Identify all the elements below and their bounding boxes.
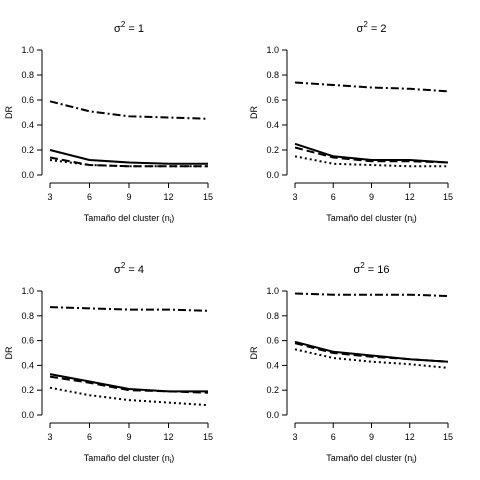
y-tick-label: 0.2 xyxy=(266,145,279,155)
x-tick-label: 15 xyxy=(203,192,213,202)
y-tick-label: 1.0 xyxy=(21,286,34,296)
y-tick-label: 0.8 xyxy=(21,311,34,321)
y-tick-label: 0.2 xyxy=(21,385,34,395)
x-tick-label: 15 xyxy=(203,432,213,442)
y-tick-label: 1.0 xyxy=(266,45,279,55)
x-tick-label: 15 xyxy=(443,192,453,202)
x-tick-label: 9 xyxy=(126,192,131,202)
panel-title: σ2 = 2 xyxy=(357,20,387,35)
series-line-dotted xyxy=(294,348,449,369)
x-tick-label: 6 xyxy=(331,432,336,442)
chart-panel-1: σ2 = 1 0.0 0.2 0.4 0.6 0.8 1.0 3 6 9 12 15 DR Tamaño … xyxy=(4,20,213,225)
series-line-dotdash xyxy=(49,306,209,312)
x-tick-label: 9 xyxy=(369,432,374,442)
series-line-solid xyxy=(49,149,208,165)
x-tick-label: 6 xyxy=(331,192,336,202)
x-tick-label: 3 xyxy=(292,432,297,442)
series-line-dashed xyxy=(49,375,209,394)
x-tick-label: 3 xyxy=(47,432,52,442)
series-line-dashed xyxy=(294,342,449,363)
y-tick-label: 0.8 xyxy=(266,70,279,80)
y-axis-label: DR xyxy=(249,106,259,119)
series-line-dotted xyxy=(294,155,448,168)
x-tick-label: 12 xyxy=(405,192,415,202)
y-tick-label: 0.2 xyxy=(266,385,279,395)
x-tick-label: 6 xyxy=(87,192,92,202)
x-axis-label: Tamaño del cluster (ni) xyxy=(326,213,417,225)
series-line-dotdash xyxy=(49,100,209,120)
x-tick-label: 9 xyxy=(126,432,131,442)
y-tick-label: 1.0 xyxy=(21,45,34,55)
y-tick-label: 1.0 xyxy=(266,286,279,296)
y-tick-label: 0.4 xyxy=(266,120,279,130)
chart-panel-3: σ2 = 4 0.0 0.2 0.4 0.6 0.8 1.0 3 6 9 12 15 DR Tamaño … xyxy=(4,261,213,465)
y-tick-label: 0.6 xyxy=(21,336,34,346)
series-line-solid xyxy=(294,142,449,164)
y-tick-label: 0.6 xyxy=(266,95,279,105)
x-tick-label: 15 xyxy=(443,432,453,442)
x-axis-label: Tamaño del cluster (ni) xyxy=(84,213,175,225)
series-line-dotted xyxy=(49,159,208,168)
y-tick-label: 0.0 xyxy=(21,170,34,180)
y-axis-label: DR xyxy=(4,106,14,119)
y-tick-label: 0.8 xyxy=(266,311,279,321)
x-axis-label: Tamaño del cluster (ni) xyxy=(84,453,175,465)
y-tick-label: 0.6 xyxy=(266,336,279,346)
y-tick-label: 0.6 xyxy=(21,95,34,105)
x-tick-label: 6 xyxy=(87,432,92,442)
y-tick-label: 0.4 xyxy=(21,360,34,370)
x-tick-label: 3 xyxy=(47,192,52,202)
y-tick-label: 0.0 xyxy=(21,410,34,420)
x-tick-label: 3 xyxy=(292,192,297,202)
series-line-dotted xyxy=(49,386,209,407)
series-line-solid xyxy=(294,340,449,363)
y-axis-label: DR xyxy=(4,346,14,359)
x-tick-label: 12 xyxy=(163,432,173,442)
y-tick-label: 0.4 xyxy=(21,120,34,130)
series-line-dotdash xyxy=(294,292,449,297)
y-tick-label: 0.8 xyxy=(21,70,34,80)
panel-title: σ2 = 4 xyxy=(114,261,144,276)
chart-panel-2: σ2 = 2 0.0 0.2 0.4 0.6 0.8 1.0 3 6 9 12 15 DR Tamaño … xyxy=(249,20,453,225)
x-axis-label: Tamaño del cluster (ni) xyxy=(326,453,417,465)
series-line-dashed xyxy=(294,146,449,164)
x-tick-label: 12 xyxy=(163,192,173,202)
y-tick-label: 0.0 xyxy=(266,410,279,420)
series-line-dotdash xyxy=(294,81,449,93)
y-tick-label: 0.4 xyxy=(266,360,279,370)
y-axis-label: DR xyxy=(249,346,259,359)
x-tick-label: 9 xyxy=(369,192,374,202)
x-tick-label: 12 xyxy=(405,432,415,442)
y-tick-label: 0.0 xyxy=(266,170,279,180)
panel-title: σ2 = 16 xyxy=(353,261,389,276)
panel-title: σ2 = 1 xyxy=(114,20,144,35)
chart-panel-4: σ2 = 16 0.0 0.2 0.4 0.6 0.8 1.0 3 6 9 12 15 DR Tamaño… xyxy=(249,261,453,465)
series-line-solid xyxy=(49,373,208,393)
y-tick-label: 0.2 xyxy=(21,145,34,155)
